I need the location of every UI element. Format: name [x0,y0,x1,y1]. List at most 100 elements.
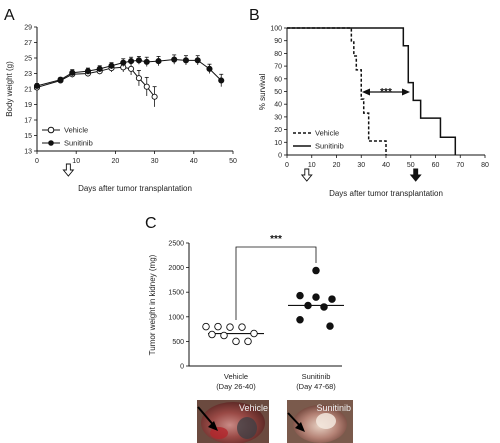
x-tick-label-b: 30 [357,162,365,169]
sig-arrowhead-right [402,88,410,96]
x-tick-label-a: 50 [229,158,237,165]
pointer-arrowhead-sunitinib [295,422,305,432]
legend-label-vehicle-b: Vehicle [315,129,339,138]
panel-a: A 0 10 20 30 40 50 13 15 17 19 21 23 25 27 29 Days aft… [4,7,237,193]
panel-c-categories: Vehicle (Day 26-40) Sunitinib (Day 47-68) [216,372,336,391]
pointer-arrowhead-vehicle [208,421,218,431]
y-tick-label-a: 19 [24,102,32,109]
panel-b-legend: Vehicle Sunitinib [293,129,344,151]
panel-letter-b: B [249,7,260,24]
point-vehicle [244,337,252,346]
category-label-line: Vehicle [224,372,248,381]
point-sunitinib [182,57,190,64]
y-tick-label-c: 2000 [168,265,184,272]
panel-c-significance-label: *** [270,234,282,245]
point-sunitinib [194,57,201,64]
y-tick-label-c: 0 [180,364,184,371]
x-tick-label-a: 10 [72,158,80,165]
y-tick-label-a: 15 [24,133,32,140]
panel-c: C 0 500 1000 1500 2000 2500 Tumor weight in k… [145,215,344,391]
day-marker-arrow [62,163,75,177]
y-tick-label-a: 13 [24,149,32,156]
x-tick-label-a: 30 [151,158,159,165]
point-vehicle [232,337,240,346]
point-sunitinib [108,62,115,69]
point-sunitinib [304,301,312,310]
y-tick-label-c: 1500 [168,290,184,297]
point-sunitinib [96,65,103,72]
point-vehicle [250,329,258,338]
category-label: Sunitinib (Day 47-68) [296,372,336,391]
line-vehicle [36,66,155,98]
y-tick-label-b: 20 [274,127,282,134]
panel-c-points [202,266,344,346]
point-sunitinib [312,293,320,301]
point-vehicle [151,93,158,100]
x-tick-label-b: 0 [285,162,289,169]
y-tick-label-b: 60 [274,76,282,83]
x-tick-label-b: 50 [407,162,415,169]
panel-b-ylabel: % survival [258,74,267,111]
panel-b-ticks: 0 10 20 30 40 50 60 70 80 0 10 20 30 40 50 60 70 80 90 100 [270,26,489,170]
point-sunitinib [120,59,127,66]
panel-b-series [287,27,457,155]
panel-a-xlabel: Days after tumor transplantation [78,184,192,193]
point-sunitinib [312,266,320,275]
tumor-spot-vehicle [210,427,228,439]
y-tick-label-c: 2500 [168,241,184,248]
y-tick-label-b: 70 [274,64,282,71]
point-sunitinib [57,76,64,83]
point-vehicle [220,331,228,340]
category-label-line: Sunitinib [302,372,331,381]
point-sunitinib [128,58,135,65]
y-tick-label-a: 21 [24,87,32,94]
photo-label-sunitinib: Sunitinib [316,403,351,413]
y-tick-label-b: 50 [274,89,282,96]
highlight-sunitinib [316,413,336,429]
photo-sunitinib: Sunitinib [287,400,353,443]
point-sunitinib [84,68,92,75]
survival-curve-sunitinib [287,27,457,155]
point-vehicle [238,323,246,331]
panel-letter-a: A [4,7,15,24]
y-tick-label-c: 500 [172,339,184,346]
y-tick-label-b: 0 [278,153,282,160]
day-marker-arrow [300,168,313,182]
y-tick-label-a: 29 [24,25,32,32]
sig-arrowhead-left [362,88,370,96]
x-tick-label-b: 10 [308,162,316,169]
y-tick-label-b: 10 [274,140,282,147]
point-sunitinib [328,295,336,303]
x-tick-label-b: 70 [456,162,464,169]
category-label: Vehicle (Day 26-40) [216,372,256,391]
y-tick-label-b: 90 [274,38,282,45]
legend-marker-vehicle [47,126,55,134]
x-tick-label-b: 40 [382,162,390,169]
instrument-shadow-vehicle [237,417,257,439]
panel-b-xlabel: Days after tumor transplantation [329,189,443,198]
point-sunitinib [320,303,328,311]
point-sunitinib [143,58,150,65]
y-tick-label-c: 1000 [168,314,184,321]
point-sunitinib [135,57,142,64]
panel-a-markers [62,163,75,177]
panel-a-ticks: 0 10 20 30 40 50 13 15 17 19 21 23 25 27 29 [24,25,237,166]
panel-c-ticks: 0 500 1000 1500 2000 2500 [168,241,189,371]
panel-a-ylabel: Body weight (g) [5,61,14,117]
photo-label-vehicle: Vehicle [239,403,268,413]
point-sunitinib [33,82,41,89]
point-vehicle [202,322,210,331]
point-vehicle [226,323,234,331]
panel-b-markers [300,168,422,182]
x-tick-label-b: 60 [432,162,440,169]
x-tick-label-b: 20 [333,162,341,169]
point-sunitinib [296,291,304,300]
y-tick-label-a: 25 [24,56,32,63]
point-sunitinib [171,56,178,63]
point-sunitinib [206,65,213,72]
panel-b-significance: *** [362,87,410,98]
category-label-line: (Day 26-40) [216,382,256,391]
point-vehicle [128,65,135,72]
x-tick-label-a: 40 [190,158,198,165]
